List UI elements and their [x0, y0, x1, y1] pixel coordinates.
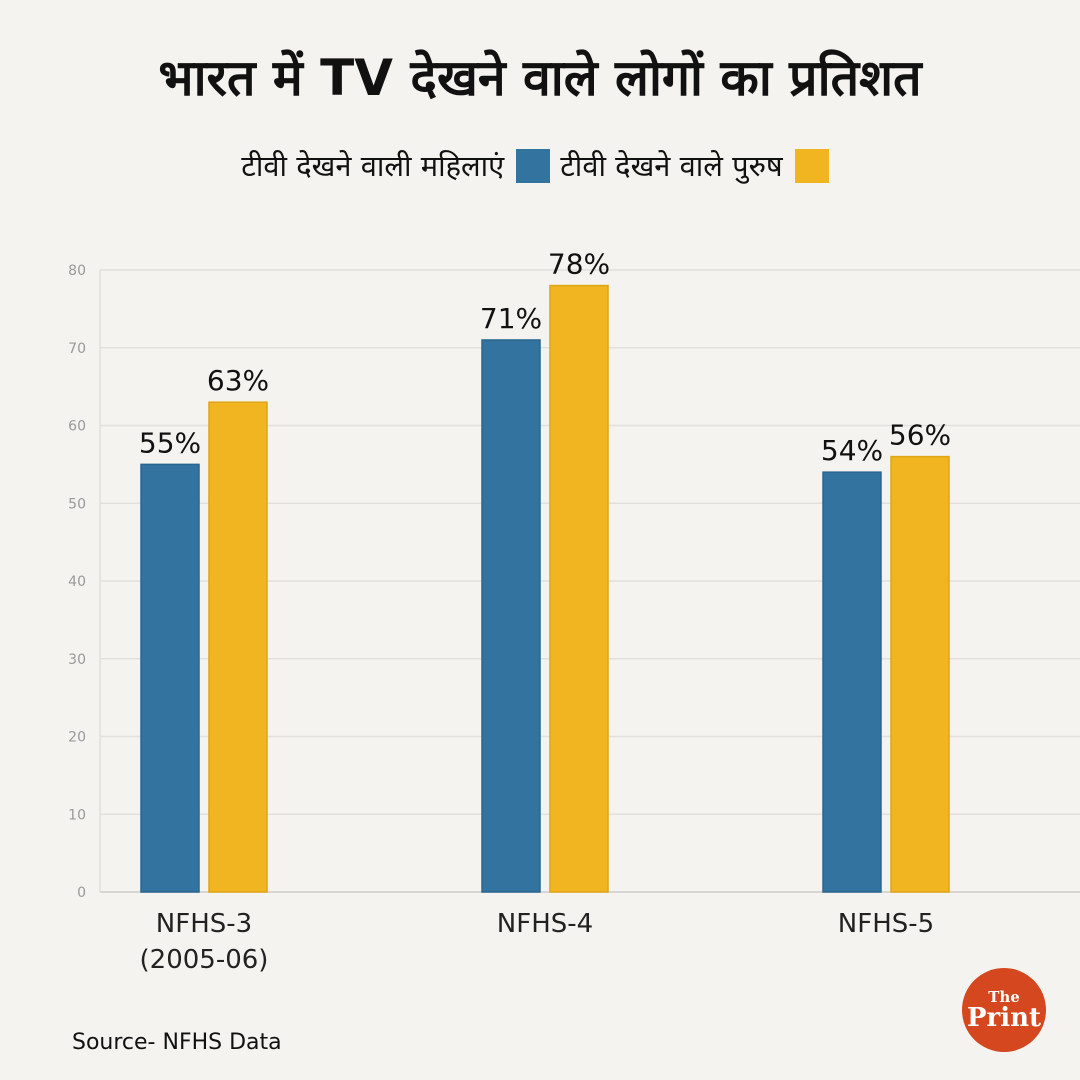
- data-label-women-3: 54%: [821, 434, 883, 467]
- legend-label-men: टीवी देखने वाले पुरुष: [560, 149, 783, 183]
- bar-women-1: [140, 463, 200, 893]
- bar-men-2: [549, 284, 609, 893]
- y-tick-label-30: 30: [68, 652, 86, 668]
- x-category-label-1-line2: (2005-06): [140, 945, 269, 975]
- x-category-label-2: NFHS-4: [497, 909, 593, 939]
- bar-women-3: [822, 471, 882, 893]
- data-label-women-1: 55%: [139, 426, 201, 459]
- y-tick-label-20: 20: [68, 730, 86, 746]
- y-tick-label-50: 50: [68, 496, 86, 512]
- y-tick-label-40: 40: [68, 574, 86, 590]
- data-label-women-2: 71%: [480, 302, 542, 335]
- x-category-label-3: NFHS-5: [838, 909, 934, 939]
- legend-label-women: टीवी देखने वाली महिलाएं: [241, 149, 505, 183]
- legend-swatch-women: [516, 148, 551, 183]
- data-label-men-1: 63%: [207, 364, 269, 397]
- logo-text-the: The: [988, 987, 1020, 1006]
- legend-item-women: टीवी देखने वाली महिलाएं: [241, 146, 560, 185]
- bar-men-3: [890, 455, 950, 893]
- bar-men-1: [208, 401, 268, 893]
- chart-title: भारत में TV देखने वाले लोगों का प्रतिशत: [158, 49, 922, 107]
- data-label-men-3: 56%: [889, 419, 951, 452]
- x-category-label-1: NFHS-3: [156, 909, 252, 939]
- bar-women-2: [481, 339, 541, 893]
- source-note: Source- NFHS Data: [72, 1030, 282, 1055]
- legend: टीवी देखने वाली महिलाएं टीवी देखने वाले …: [0, 146, 1080, 185]
- legend-swatch-men: [794, 148, 829, 183]
- y-tick-label-80: 80: [68, 263, 86, 279]
- y-tick-label-60: 60: [68, 419, 86, 435]
- y-tick-label-70: 70: [68, 341, 86, 357]
- theprint-logo: The Print: [962, 968, 1046, 1052]
- data-label-men-2: 78%: [548, 248, 610, 281]
- y-tick-label-10: 10: [68, 807, 86, 823]
- logo-text-print: Print: [966, 1002, 1042, 1033]
- y-tick-label-0: 0: [77, 885, 86, 901]
- legend-item-men: टीवी देखने वाले पुरुष: [560, 146, 839, 185]
